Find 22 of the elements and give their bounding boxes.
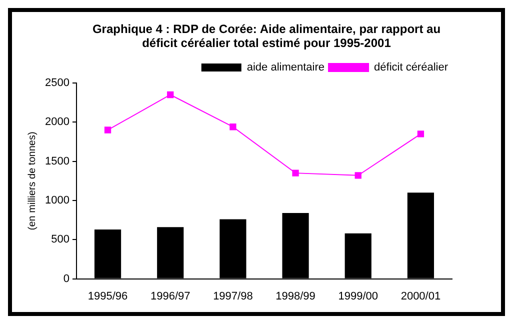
x-tick-label: 1996/97: [150, 290, 190, 302]
y-tick-label: 2500: [44, 77, 70, 90]
x-tick-label: 1999/00: [338, 290, 378, 302]
point: [292, 170, 299, 176]
x-tick-label: 1998/99: [276, 290, 316, 302]
y-tick-label: 1000: [44, 194, 70, 207]
legend-label: aide alimentaire: [246, 62, 325, 74]
point: [167, 91, 174, 98]
y-tick-label: 2000: [44, 116, 70, 128]
chart-title: Graphique 4 : RDP de Corée: Aide alimentaire, par rapport au déficit céréalier total estimé pour 1995-2001: [92, 22, 441, 50]
point: [354, 172, 362, 179]
x-tick-label: 1995/96: [88, 290, 128, 302]
y-tick-label: 500: [51, 234, 70, 246]
y-tick-label: 1500: [44, 155, 70, 168]
x-tick-label: 2000/01: [400, 290, 441, 302]
point: [104, 126, 112, 134]
legend-label: déficit céréalier: [374, 62, 448, 74]
x-tick-label: 1997/98: [213, 290, 253, 302]
point: [417, 130, 424, 138]
point: [230, 124, 236, 130]
y-axis-title: (en milliers de tonnes): [26, 132, 38, 230]
y-tick-label: 0: [63, 272, 70, 285]
